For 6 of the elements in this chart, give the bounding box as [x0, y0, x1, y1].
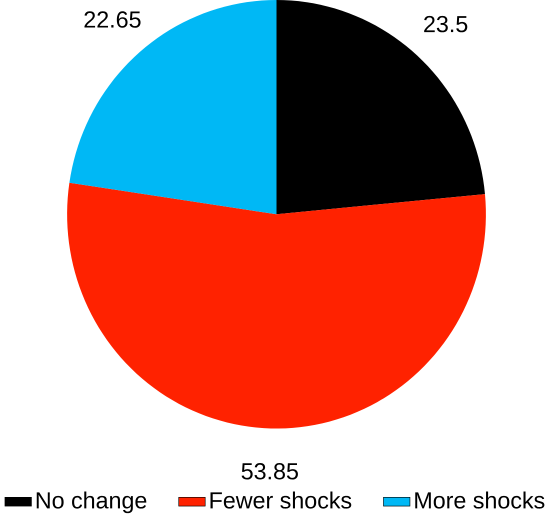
data-label: 23.5 [424, 16, 468, 32]
data-label: 53.85 [242, 463, 298, 480]
legend-label: More shocks [415, 491, 544, 509]
legend-label: No change [36, 491, 146, 514]
data-label: 22.65 [84, 11, 141, 28]
legend-label: Fewer shocks [210, 491, 352, 509]
